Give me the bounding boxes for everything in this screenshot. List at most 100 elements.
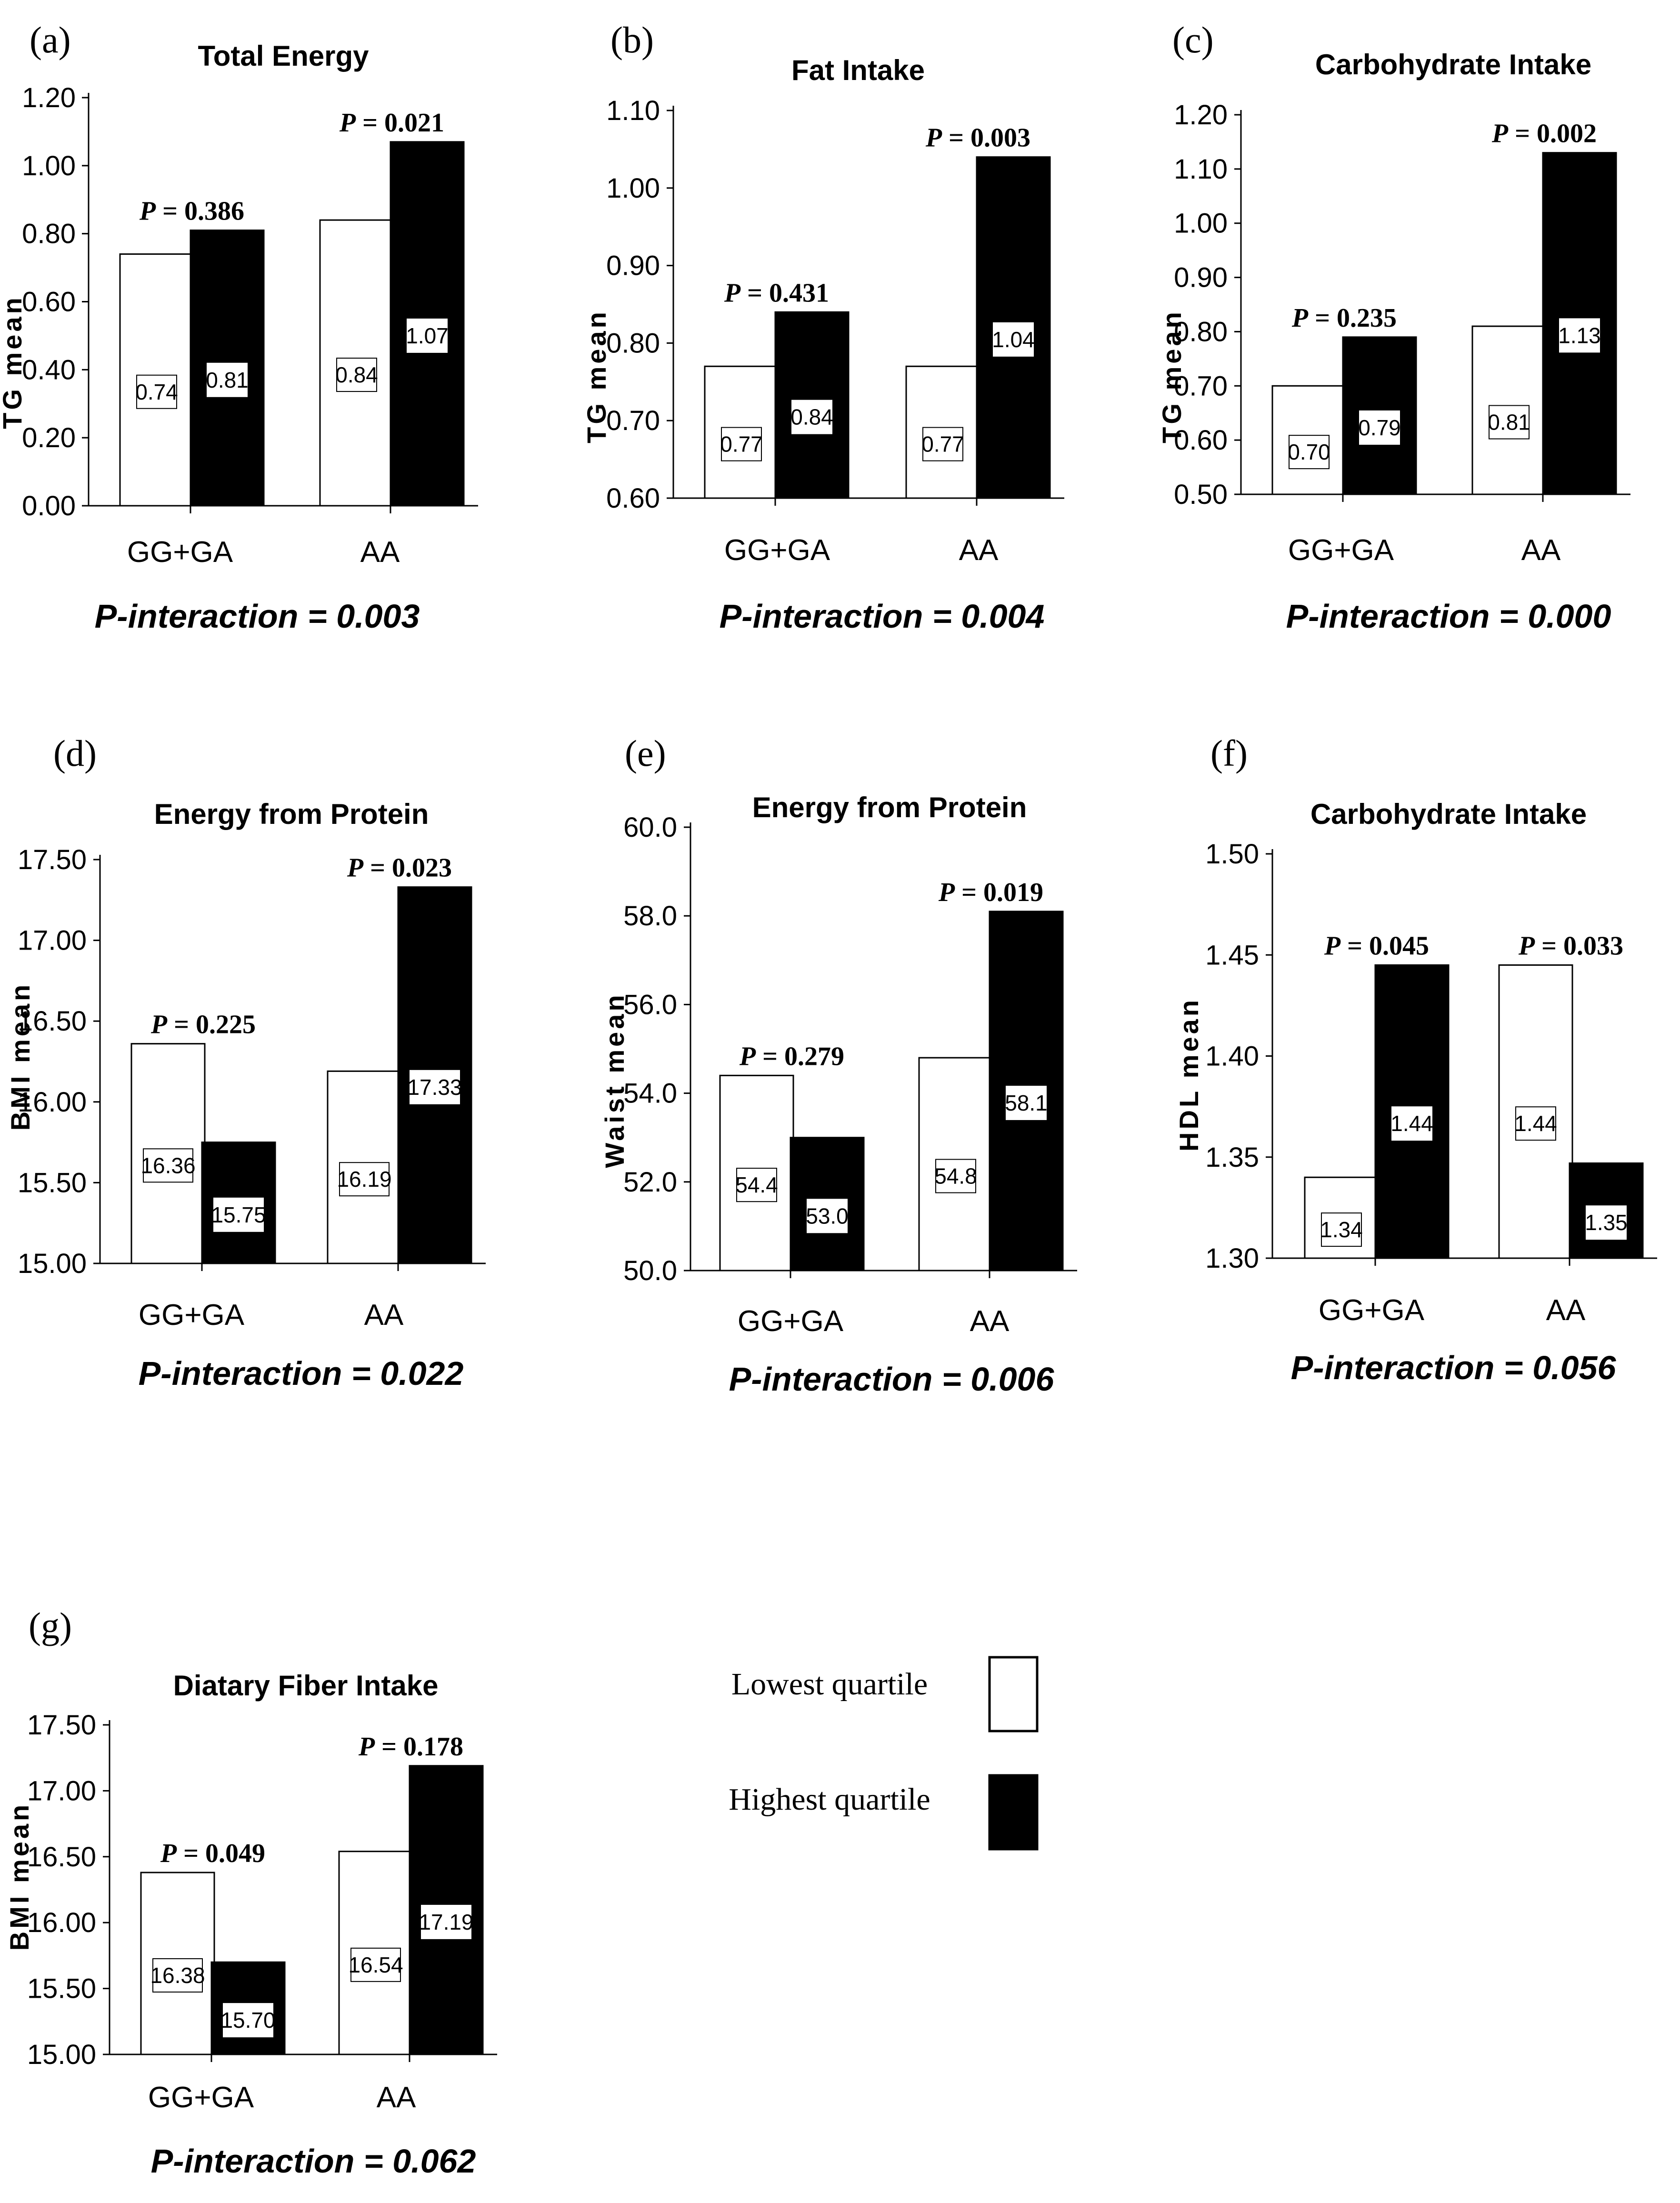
- y-tick-label: 1.35: [1205, 1142, 1259, 1173]
- chart-title: Carbohydrate Intake: [1310, 798, 1587, 830]
- x-category-label: GG+GA: [738, 1305, 844, 1338]
- chart-title: Fat Intake: [791, 54, 925, 86]
- data-label-highest: 53.0: [806, 1203, 849, 1228]
- data-label-lowest: 16.38: [150, 1963, 205, 1988]
- p-value-label: P = 0.178: [358, 1732, 463, 1762]
- y-tick-label: 1.10: [1174, 154, 1228, 185]
- y-tick-label: 0.60: [606, 483, 660, 514]
- p-value-label: P = 0.033: [1518, 931, 1623, 961]
- y-tick-label: 52.0: [623, 1167, 677, 1198]
- p-value-label: P = 0.002: [1491, 119, 1597, 149]
- data-label-lowest-box: [350, 1947, 401, 1982]
- p-interaction-label: P-interaction = 0.056: [1291, 1349, 1617, 1386]
- chart-title: Total Energy: [198, 40, 370, 72]
- y-tick-label: 1.00: [22, 150, 76, 181]
- p-value-label: P = 0.386: [139, 197, 244, 226]
- data-label-lowest-box: [935, 1159, 976, 1193]
- legend: Lowest quartile Highest quartile: [729, 1656, 1039, 1851]
- data-label-highest-box: [421, 1904, 471, 1939]
- y-tick-label: 0.00: [22, 491, 76, 521]
- y-tick-label: 0.80: [22, 219, 76, 250]
- data-label-highest: 1.13: [1558, 323, 1601, 348]
- y-tick-label: 0.70: [606, 405, 660, 436]
- chart-panel-3: (c) Carbohydrate Intake TG mean 0.50 0.60 0.7…: [1157, 19, 1630, 635]
- data-label-highest-box: [993, 322, 1034, 357]
- data-label-lowest-box: [922, 427, 963, 461]
- p-interaction-label: P-interaction = 0.022: [139, 1355, 464, 1392]
- data-label-lowest: 0.77: [720, 432, 763, 457]
- legend-label-lowest: Lowest quartile: [731, 1667, 928, 1702]
- data-label-lowest: 54.4: [735, 1172, 778, 1197]
- data-label-highest: 1.04: [992, 327, 1035, 352]
- y-tick-label: 15.00: [27, 2039, 96, 2070]
- data-label-lowest: 1.34: [1320, 1217, 1363, 1242]
- data-label-lowest-box: [136, 374, 177, 409]
- chart-panel-2: (b) Fat Intake TG mean 0.60 0.70 0.80 0.90 1.00…: [581, 19, 1064, 635]
- y-tick-label: 1.20: [22, 82, 76, 113]
- data-label-lowest-box: [339, 1162, 390, 1197]
- y-axis-label: Waist mean: [600, 992, 630, 1168]
- data-label-highest: 1.07: [406, 323, 449, 348]
- data-label-lowest-box: [736, 1168, 777, 1202]
- y-tick-label: 17.50: [27, 1710, 96, 1741]
- p-value-label: P = 0.049: [160, 1839, 265, 1868]
- y-axis-label: BMI mean: [4, 1802, 34, 1951]
- data-label-highest-box: [410, 1070, 460, 1104]
- p-value-label: P = 0.019: [938, 878, 1043, 907]
- panel-letter: (e): [625, 732, 666, 774]
- y-axis-label: TG mean: [0, 295, 27, 429]
- y-tick-label: 16.50: [18, 1006, 87, 1037]
- y-tick-label: 1.50: [1205, 839, 1259, 870]
- p-value-label: P = 0.235: [1291, 303, 1397, 333]
- chart-panel-6: (f) Carbohydrate Intake HDL mean 1.30 1.35 1.…: [1174, 732, 1657, 1386]
- data-label-lowest-box: [152, 1958, 203, 1993]
- chart-title: Energy from Protein: [752, 791, 1027, 823]
- y-tick-label: 1.00: [1174, 208, 1228, 239]
- data-label-lowest-box: [143, 1148, 193, 1183]
- panel-letter: (f): [1210, 732, 1248, 774]
- p-value-label: P = 0.431: [724, 278, 829, 308]
- x-category-label: GG+GA: [127, 536, 233, 569]
- y-tick-label: 0.90: [1174, 262, 1228, 293]
- y-tick-label: 1.10: [606, 95, 660, 126]
- x-category-label: GG+GA: [1319, 1294, 1425, 1327]
- chart-panel-4: (d) Energy from Protein BMI mean 15.00 15.50…: [5, 732, 486, 1392]
- chart-title: Carbohydrate Intake: [1315, 49, 1591, 80]
- legend-swatch-lowest: [988, 1656, 1039, 1732]
- p-interaction-label: P-interaction = 0.003: [95, 598, 420, 635]
- data-label-lowest-box: [1515, 1106, 1556, 1141]
- data-label-lowest: 0.81: [1488, 410, 1530, 435]
- bar-lowest-quartile: [918, 1057, 993, 1272]
- chart-title: Diatary Fiber Intake: [173, 1670, 439, 1702]
- y-tick-label: 0.90: [606, 250, 660, 281]
- y-tick-label: 56.0: [623, 989, 677, 1020]
- data-label-highest-box: [207, 362, 248, 397]
- data-label-lowest-box: [1489, 405, 1530, 440]
- data-label-highest-box: [223, 2003, 273, 2038]
- y-axis-label: TG mean: [1157, 309, 1187, 443]
- x-category-label: GG+GA: [724, 534, 830, 567]
- p-interaction-label: P-interaction = 0.006: [729, 1361, 1055, 1398]
- panel-letter: (g): [29, 1605, 72, 1646]
- data-label-lowest: 0.70: [1288, 440, 1330, 464]
- y-tick-label: 16.00: [18, 1087, 87, 1118]
- legend-swatch-highest: [988, 1774, 1039, 1851]
- y-tick-label: 0.40: [22, 354, 76, 385]
- bar-highest-quartile: [774, 311, 850, 499]
- x-category-label: AA: [360, 536, 400, 569]
- p-value-label: P = 0.003: [925, 123, 1030, 153]
- y-tick-label: 15.50: [27, 1973, 96, 2004]
- data-label-highest: 15.75: [211, 1202, 266, 1227]
- data-label-highest-box: [1586, 1205, 1627, 1240]
- p-value-label: P = 0.279: [739, 1041, 844, 1071]
- y-tick-label: 0.50: [1174, 479, 1228, 510]
- data-label-lowest-box: [721, 427, 762, 461]
- y-tick-label: 0.80: [1174, 316, 1228, 347]
- panel-letter: (d): [53, 732, 97, 774]
- p-value-label: P = 0.023: [347, 853, 452, 883]
- y-tick-label: 1.40: [1205, 1041, 1259, 1072]
- y-tick-label: 15.50: [18, 1167, 87, 1198]
- y-tick-label: 50.0: [623, 1255, 677, 1286]
- data-label-lowest: 16.36: [140, 1153, 195, 1178]
- data-label-highest: 1.35: [1585, 1210, 1628, 1235]
